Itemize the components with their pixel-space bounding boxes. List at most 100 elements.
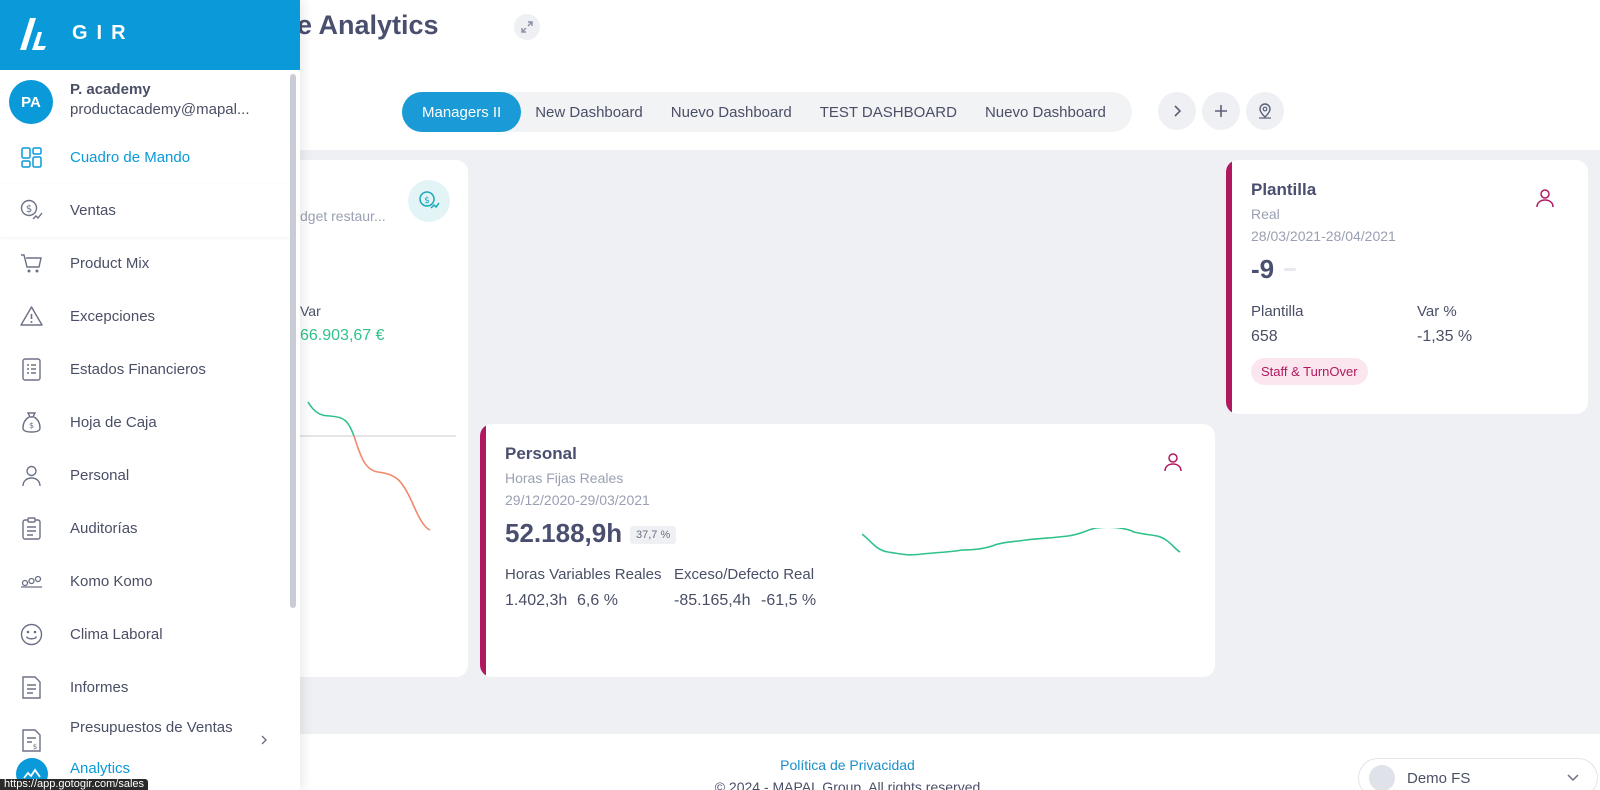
add-dashboard-button[interactable] bbox=[1202, 92, 1240, 130]
budget-icon: $ bbox=[22, 729, 41, 752]
tab-test-dashboard[interactable]: TEST DASHBOARD bbox=[819, 103, 957, 121]
komo-icon bbox=[21, 575, 42, 588]
sidebar-item-label: Komo Komo bbox=[70, 573, 153, 590]
clipboard-icon bbox=[22, 517, 41, 540]
sidebar-item-cuadro-de-mando[interactable]: Cuadro de Mando bbox=[0, 131, 290, 184]
analytics-icon bbox=[23, 768, 41, 779]
sidebar-item-estados-financieros[interactable]: Estados Financieros bbox=[0, 343, 290, 396]
sales-card-subtitle: dget restaur... bbox=[300, 208, 386, 224]
tab-nuevo-dashboard[interactable]: Nuevo Dashboard bbox=[670, 103, 792, 121]
sidebar-scrollbar[interactable] bbox=[290, 74, 296, 608]
sidebar-item-label: Presupuestos de Ventas bbox=[70, 719, 233, 736]
plantilla-mini-indicator bbox=[1284, 268, 1296, 271]
expand-button[interactable] bbox=[514, 14, 540, 40]
personal-card-badge: 37,7 % bbox=[630, 526, 677, 544]
sidebar: GIR PA P. academy productacademy@mapal..… bbox=[0, 0, 300, 790]
personal-card-title: Personal bbox=[505, 444, 577, 463]
svg-text:$: $ bbox=[33, 743, 37, 751]
plantilla-metric1-value: 658 bbox=[1251, 328, 1278, 345]
gir-logo-icon bbox=[20, 18, 46, 50]
sales-var-value: 66.903,67 € bbox=[300, 327, 385, 344]
sidebar-item-label: Informes bbox=[70, 679, 129, 696]
sidebar-item-label: Product Mix bbox=[70, 255, 150, 272]
person-icon bbox=[1536, 189, 1554, 208]
personal-card-subtitle: Horas Fijas Reales bbox=[505, 470, 624, 486]
sales-sparkline bbox=[300, 401, 456, 531]
financial-statements-icon bbox=[22, 358, 41, 381]
plantilla-metric1-label: Plantilla bbox=[1251, 303, 1304, 320]
expand-icon bbox=[521, 21, 533, 33]
sales-chart-icon: $ bbox=[419, 191, 440, 209]
sidebar-item-label: Auditorías bbox=[70, 520, 138, 537]
sidebar-item-hoja-de-caja[interactable]: $ Hoja de Caja bbox=[0, 396, 290, 449]
svg-text:$: $ bbox=[424, 196, 430, 206]
sidebar-item-auditorias[interactable]: Auditorías bbox=[0, 502, 290, 555]
plantilla-card-value: -9 bbox=[1251, 254, 1275, 284]
sidebar-item-clima-laboral[interactable]: Clima Laboral bbox=[0, 608, 290, 661]
warning-icon bbox=[20, 306, 43, 326]
plantilla-card-title: Plantilla bbox=[1251, 180, 1317, 199]
user-email: productacademy@mapal... bbox=[70, 101, 250, 118]
sidebar-item-label: Ventas bbox=[70, 202, 116, 219]
personal-metric1-value: 1.402,3h bbox=[505, 592, 568, 609]
chevron-down-icon bbox=[1567, 774, 1579, 782]
location-button[interactable] bbox=[1246, 92, 1284, 130]
dashboard-tabs: Managers II New Dashboard Nuevo Dashboar… bbox=[402, 92, 1132, 132]
tab-new-dashboard[interactable]: New Dashboard bbox=[535, 103, 643, 121]
money-bag-icon: $ bbox=[22, 412, 41, 433]
next-tabs-button[interactable] bbox=[1158, 92, 1196, 130]
person-icon bbox=[1164, 453, 1182, 472]
company-select-label: Demo FS bbox=[1407, 769, 1471, 787]
user-name: P. academy bbox=[70, 81, 151, 98]
card-accent-bar bbox=[1226, 160, 1232, 414]
sidebar-item-ventas[interactable]: $ Ventas bbox=[0, 184, 290, 237]
plantilla-metric2-value: -1,35 % bbox=[1417, 328, 1473, 345]
personal-metric2-label: Exceso/Defecto Real bbox=[674, 566, 815, 583]
chevron-right-icon bbox=[261, 735, 267, 745]
sidebar-item-personal[interactable]: Personal bbox=[0, 449, 290, 502]
company-select[interactable]: Demo FS bbox=[1358, 758, 1598, 790]
sidebar-item-label: Hoja de Caja bbox=[70, 414, 157, 431]
sidebar-item-komo-komo[interactable]: Komo Komo bbox=[0, 555, 290, 608]
tab-nuevo-dashboard-2[interactable]: Nuevo Dashboard bbox=[984, 103, 1106, 121]
plus-icon bbox=[1215, 105, 1227, 117]
smiley-icon bbox=[20, 623, 43, 646]
plantilla-card-subtitle: Real bbox=[1251, 206, 1280, 222]
personal-metric1-label: Horas Variables Reales bbox=[505, 566, 662, 583]
sales-card-icon-badge: $ bbox=[408, 180, 450, 222]
sidebar-item-label: Clima Laboral bbox=[70, 626, 163, 643]
staff-turnover-tag[interactable]: Staff & TurnOver bbox=[1251, 358, 1368, 385]
sidebar-item-label: Excepciones bbox=[70, 308, 156, 325]
sidebar-item-label: Cuadro de Mando bbox=[70, 149, 191, 166]
sidebar-item-excepciones[interactable]: Excepciones bbox=[0, 290, 290, 343]
privacy-policy-link[interactable]: Política de Privacidad bbox=[780, 757, 915, 773]
svg-text:$: $ bbox=[26, 204, 32, 215]
copyright-text: © 2024 - MAPAL Group. All rights reserve… bbox=[714, 779, 981, 790]
brand-name: GIR bbox=[72, 22, 135, 44]
svg-text:$: $ bbox=[29, 421, 34, 430]
company-logo-icon bbox=[1369, 765, 1395, 790]
plantilla-metric2-label: Var % bbox=[1417, 303, 1457, 320]
cart-icon bbox=[21, 254, 42, 273]
plantilla-card-date-range: 28/03/2021-28/04/2021 bbox=[1251, 228, 1396, 244]
personal-sparkline bbox=[862, 528, 1181, 556]
tab-managers-ii[interactable]: Managers II bbox=[402, 92, 522, 132]
personal-metric2-pct: -61,5 % bbox=[761, 592, 817, 609]
sidebar-item-product-mix[interactable]: Product Mix bbox=[0, 237, 290, 290]
sidebar-item-informes[interactable]: Informes bbox=[0, 661, 290, 714]
person-icon bbox=[22, 465, 41, 487]
personal-metric2-value: -85.165,4h bbox=[674, 592, 751, 609]
personal-metric1-pct: 6,6 % bbox=[577, 592, 618, 609]
location-pin-icon bbox=[1259, 103, 1271, 119]
personal-card[interactable]: Personal Horas Fijas Reales 29/12/2020-2… bbox=[480, 424, 1215, 677]
plantilla-card[interactable]: Plantilla Real 28/03/2021-28/04/2021 -9 … bbox=[1226, 160, 1588, 414]
avatar[interactable]: PA bbox=[9, 80, 53, 124]
personal-card-value: 52.188,9h bbox=[505, 518, 623, 548]
sidebar-item-presupuestos-de-ventas[interactable]: $ Presupuestos de Ventas bbox=[0, 714, 290, 767]
sidebar-header: GIR bbox=[0, 0, 300, 70]
sidebar-item-label: Personal bbox=[70, 467, 130, 484]
card-accent-bar bbox=[480, 424, 486, 677]
sidebar-item-label: Estados Financieros bbox=[70, 361, 206, 378]
sidebar-item-label: Analytics bbox=[70, 760, 131, 777]
personal-card-date-range: 29/12/2020-29/03/2021 bbox=[505, 492, 650, 508]
